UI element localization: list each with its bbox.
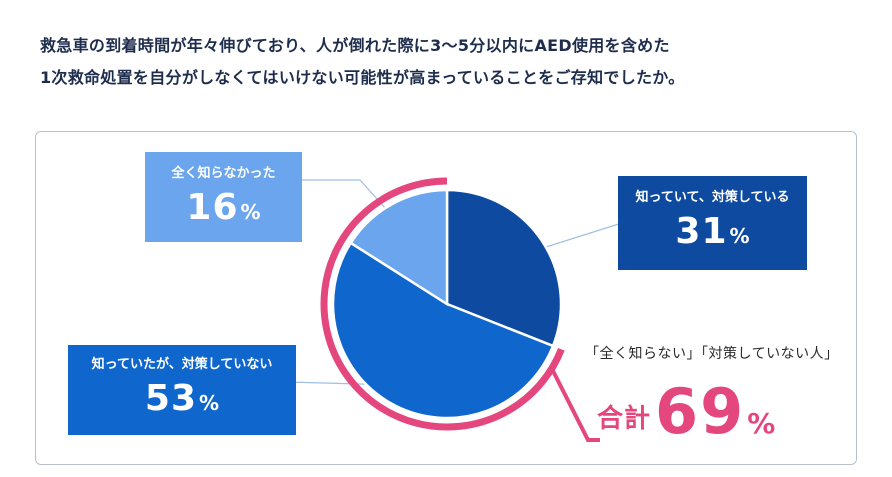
survey-question: 救急車の到着時間が年々伸びており、人が倒れた際に3～5分以内にAED使用を含めた… <box>40 30 870 94</box>
label-aware-prepared-name: 知っていて、対策している <box>635 190 790 205</box>
label-aware-prepared-unit: % <box>729 224 750 248</box>
label-aware-unprepared-value: 53 <box>144 378 198 419</box>
label-aware-unprepared-unit: % <box>199 391 220 415</box>
label-aware-prepared: 知っていて、対策している 31% <box>618 176 807 270</box>
label-not-aware: 全く知らなかった 16% <box>145 152 302 242</box>
total-value: 69 <box>655 375 746 448</box>
total-highlight: 合計69% <box>597 380 775 444</box>
label-not-aware-value: 16 <box>186 187 239 228</box>
label-not-aware-name: 全く知らなかった <box>171 166 276 181</box>
slice-aware-prepared <box>445 188 563 348</box>
leader-total <box>549 367 600 442</box>
total-label: 合計 <box>597 404 652 434</box>
question-line-1: 救急車の到着時間が年々伸びており、人が倒れた際に3～5分以内にAED使用を含めた <box>40 36 670 55</box>
slice-not-aware <box>349 188 449 307</box>
label-aware-prepared-value: 31 <box>675 211 728 252</box>
total-unit: % <box>747 407 776 440</box>
slice-aware-unprepared <box>331 241 555 420</box>
label-aware-unprepared: 知っていたが、対策していない 53% <box>68 345 296 435</box>
question-line-2: 1次救命処置を自分がしなくてはいけない可能性が高まっていることをご存知でしたか。 <box>40 68 685 87</box>
total-caption: 「全く知らない」「対策していない人」 <box>585 346 839 362</box>
label-not-aware-unit: % <box>240 200 261 224</box>
highlight-arc <box>320 177 565 431</box>
label-aware-unprepared-name: 知っていたが、対策していない <box>91 357 273 372</box>
